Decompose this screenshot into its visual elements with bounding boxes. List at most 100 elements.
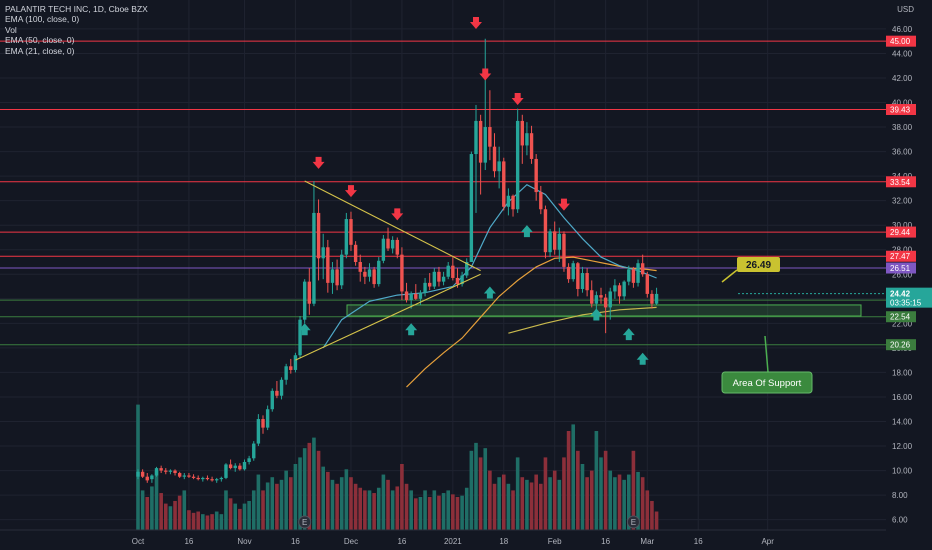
- candle-body: [390, 239, 395, 249]
- candle-body: [247, 458, 251, 462]
- candle-body: [349, 219, 353, 245]
- volume-bar: [543, 457, 548, 530]
- up-arrow-icon: [520, 225, 533, 238]
- volume-bar: [316, 450, 321, 530]
- candle-body: [367, 269, 372, 277]
- candle-body: [335, 269, 339, 286]
- candle-body: [400, 254, 404, 292]
- candle-body: [645, 274, 649, 294]
- volume-bar: [270, 477, 275, 530]
- candle-body: [302, 281, 307, 320]
- volume-bar: [631, 450, 636, 530]
- candle-body: [307, 281, 312, 304]
- volume-bar: [497, 477, 501, 530]
- resistance-level-badge: [886, 262, 916, 274]
- resistance-level-badge: [886, 104, 916, 116]
- volume-bar: [654, 511, 659, 530]
- candle-body: [613, 285, 617, 292]
- candle-body: [395, 239, 399, 255]
- ema-100-line: [508, 306, 657, 334]
- volume-bar: [539, 483, 543, 530]
- volume-bar: [386, 479, 390, 530]
- volume-bar: [210, 514, 214, 530]
- indicator-ema50-label[interactable]: EMA (50, close, 0): [5, 35, 75, 46]
- volume-bar: [293, 464, 298, 530]
- volume-bar: [275, 483, 279, 530]
- candle-body: [372, 269, 376, 285]
- volume-bar: [455, 497, 460, 530]
- volume-bar: [177, 495, 182, 530]
- earnings-event-label: E: [631, 518, 636, 527]
- candle-body: [441, 276, 446, 282]
- volume-bar: [159, 493, 163, 530]
- candle-body: [173, 470, 177, 474]
- volume-bar: [423, 490, 427, 530]
- time-tick-label: 16: [694, 537, 703, 546]
- volume-bar: [335, 483, 339, 530]
- time-tick-label: Dec: [344, 537, 358, 546]
- price-axis: 6.008.0010.0012.0014.0016.0018.0020.0022…: [886, 0, 932, 550]
- candle-body: [571, 263, 575, 280]
- candle-body: [506, 195, 511, 207]
- candle-body: [238, 465, 242, 470]
- volume-bar: [418, 497, 423, 530]
- candle-body: [381, 238, 386, 261]
- indicator-volume-label[interactable]: Vol: [5, 24, 17, 35]
- time-tick-label: 16: [601, 537, 610, 546]
- down-arrow-icon: [479, 68, 492, 81]
- down-arrow-icon: [344, 185, 357, 198]
- candle-body: [159, 468, 163, 471]
- volume-bar: [580, 464, 585, 530]
- volume-bar: [307, 442, 312, 530]
- candle-body: [386, 238, 390, 249]
- support-label-pointer: [764, 335, 769, 373]
- candle-body: [164, 470, 168, 472]
- candle-body: [205, 477, 210, 480]
- volume-bar: [404, 483, 409, 530]
- volume-bar: [640, 477, 645, 530]
- candle-body: [228, 464, 233, 469]
- candle-body: [562, 233, 566, 267]
- candle-body: [242, 461, 247, 470]
- resistance-level-badge: [886, 250, 916, 262]
- volume-bar: [390, 490, 395, 530]
- volume-bar: [242, 503, 247, 530]
- candle-body: [154, 468, 159, 476]
- candle-body: [515, 120, 520, 210]
- volume-bar: [233, 503, 238, 530]
- candle-body: [321, 247, 325, 259]
- volume-bar: [196, 511, 200, 530]
- volume-bar: [163, 503, 168, 530]
- candle-body: [640, 263, 645, 275]
- volume-bar: [464, 487, 469, 530]
- candle-body: [455, 277, 460, 285]
- volume-bar: [247, 500, 251, 530]
- volume-bar: [358, 487, 363, 530]
- volume-bar: [251, 490, 256, 530]
- price-tick-label: 28.00: [892, 246, 913, 255]
- volume-bar: [205, 515, 210, 530]
- volume-bar: [548, 477, 552, 530]
- volume-bar: [566, 431, 571, 530]
- currency-label: USD: [897, 5, 914, 14]
- symbol-title[interactable]: PALANTIR TECH INC, 1D, Cboe BZX: [5, 4, 148, 14]
- time-tick-label: 16: [184, 537, 193, 546]
- candle-body: [460, 275, 464, 285]
- price-tick-label: 40.00: [892, 99, 913, 108]
- volume-bar: [576, 450, 580, 530]
- volume-bar: [617, 474, 622, 530]
- candle-body: [590, 290, 594, 304]
- indicator-ema21-label[interactable]: EMA (21, close, 0): [5, 45, 75, 56]
- candle-body: [326, 247, 330, 283]
- candle-body: [414, 293, 418, 299]
- volume-bar: [650, 500, 654, 530]
- volume-bar: [446, 490, 451, 530]
- volume-bar: [501, 474, 506, 530]
- support-level-badge: [886, 339, 916, 351]
- indicator-ema100-label[interactable]: EMA (100, close, 0): [5, 14, 80, 25]
- signal-arrows: [298, 16, 649, 365]
- volume-bar: [460, 495, 464, 530]
- volume-bar: [395, 486, 400, 530]
- volume-bar: [511, 490, 515, 530]
